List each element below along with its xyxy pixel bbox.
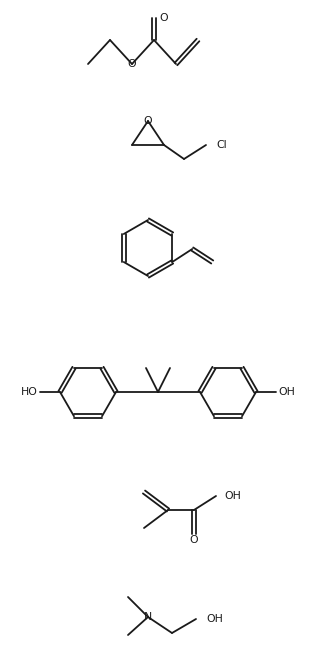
Text: HO: HO [21, 387, 38, 397]
Text: Cl: Cl [216, 140, 227, 150]
Text: O: O [144, 116, 152, 126]
Text: OH: OH [206, 614, 223, 624]
Text: OH: OH [224, 491, 241, 501]
Text: N: N [144, 612, 152, 622]
Text: O: O [190, 535, 198, 545]
Text: O: O [159, 13, 168, 23]
Text: O: O [128, 59, 136, 69]
Text: OH: OH [278, 387, 295, 397]
